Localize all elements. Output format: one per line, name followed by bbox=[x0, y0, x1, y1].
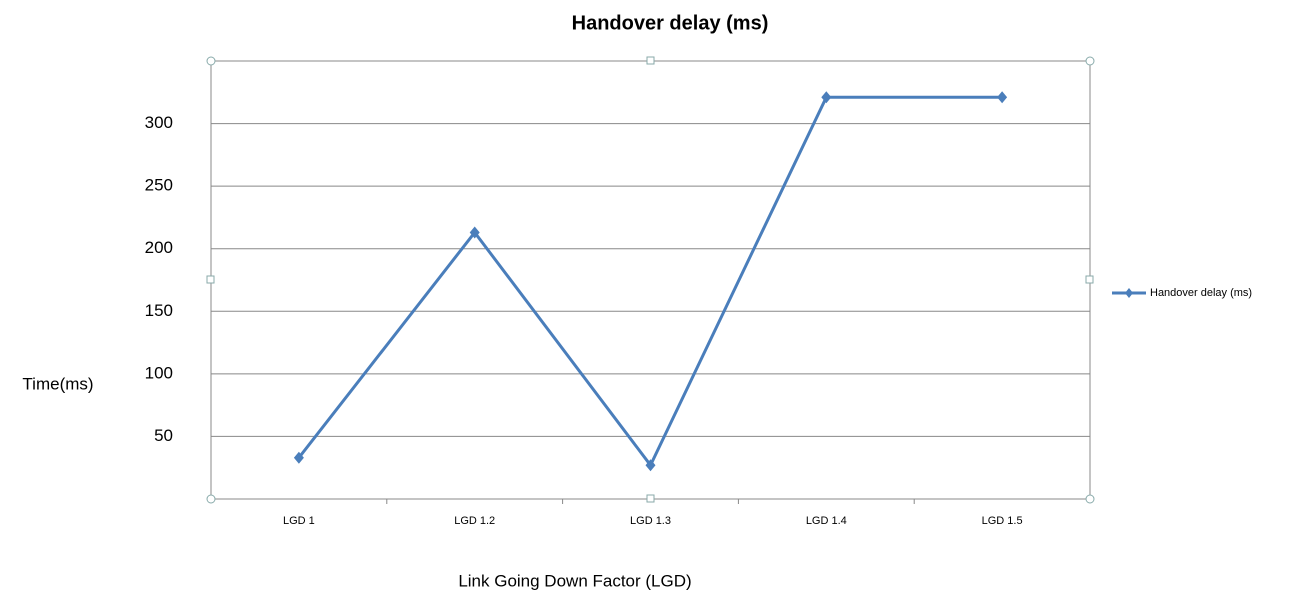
x-tick-label: LGD 1.5 bbox=[982, 515, 1023, 527]
y-axis-label: Time(ms) bbox=[22, 374, 93, 393]
data-point bbox=[997, 91, 1008, 104]
x-axis-label: Link Going Down Factor (LGD) bbox=[458, 571, 691, 590]
series-line bbox=[297, 95, 1003, 469]
y-tick-label: 50 bbox=[154, 426, 173, 445]
plot-area bbox=[210, 60, 1091, 500]
handle bbox=[206, 56, 216, 66]
data-point bbox=[293, 451, 304, 464]
handle bbox=[1085, 275, 1094, 284]
y-tick-label: 100 bbox=[145, 363, 173, 382]
handle bbox=[646, 56, 655, 65]
handle bbox=[206, 275, 215, 284]
handle bbox=[206, 494, 216, 504]
y-tick-label: 250 bbox=[145, 176, 173, 195]
chart-title: Handover delay (ms) bbox=[572, 12, 769, 34]
data-point bbox=[821, 91, 832, 104]
x-tick-label: LGD 1.2 bbox=[454, 515, 495, 527]
data-point bbox=[469, 226, 480, 239]
legend-marker bbox=[1125, 288, 1133, 298]
x-tick-label: LGD 1.3 bbox=[630, 515, 671, 527]
y-tick-label: 150 bbox=[145, 301, 173, 320]
legend-label: Handover delay (ms) bbox=[1150, 287, 1252, 299]
y-tick-label: 200 bbox=[145, 238, 173, 257]
handle bbox=[646, 494, 655, 503]
handle bbox=[1085, 56, 1095, 66]
y-tick-label: 300 bbox=[145, 113, 173, 132]
x-tick-label: LGD 1 bbox=[283, 515, 315, 527]
x-tick-label: LGD 1.4 bbox=[806, 515, 847, 527]
handle bbox=[1085, 494, 1095, 504]
data-point bbox=[645, 459, 656, 472]
